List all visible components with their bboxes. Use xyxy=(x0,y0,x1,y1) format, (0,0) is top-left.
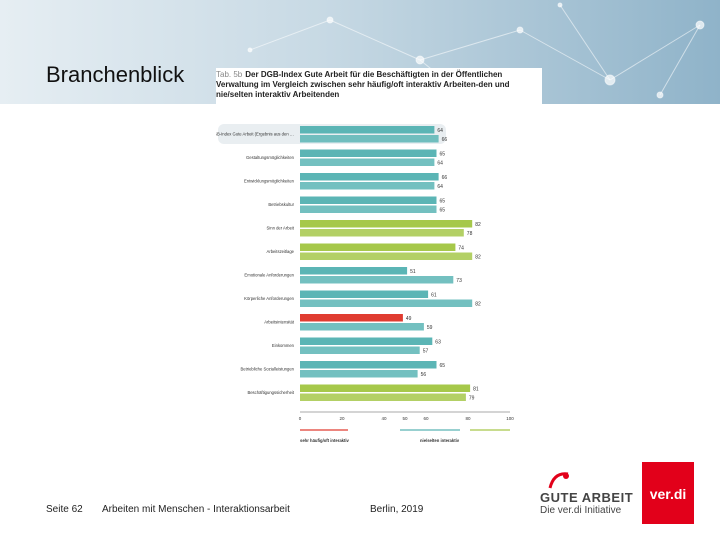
bar xyxy=(300,393,466,401)
x-tick-label: 50 xyxy=(402,416,408,421)
bar xyxy=(300,173,439,181)
category-label: Entwicklungsmöglichkeiten xyxy=(244,179,295,184)
x-tick-label: 60 xyxy=(423,416,429,421)
bar xyxy=(300,267,408,275)
x-tick-label: 100 xyxy=(506,416,514,421)
data-label: 61 xyxy=(431,293,437,299)
data-label: 51 xyxy=(410,269,416,275)
chart-title: Der DGB-Index Gute Arbeit für die Beschä… xyxy=(216,70,510,99)
data-label: 78 xyxy=(467,231,473,237)
data-label: 49 xyxy=(406,316,412,322)
bar xyxy=(300,346,420,354)
footer-topic: Arbeiten mit Menschen - Interaktionsarbe… xyxy=(102,504,290,515)
bar xyxy=(300,361,437,369)
bar xyxy=(300,384,471,392)
x-tick-label: 20 xyxy=(339,416,345,421)
category-label: Betriebskultur xyxy=(268,202,294,207)
category-label: Körperliche Anforderungen xyxy=(244,296,294,301)
data-label: 65 xyxy=(440,152,446,158)
bar xyxy=(300,220,473,228)
footer-page: Seite 62 xyxy=(46,504,83,515)
bar xyxy=(300,370,418,378)
data-label: 64 xyxy=(437,161,443,167)
bar xyxy=(300,158,435,166)
bar xyxy=(300,314,403,322)
data-label: 82 xyxy=(475,302,481,308)
bar xyxy=(300,299,473,307)
category-label: Sinn der Arbeit xyxy=(267,226,295,231)
data-label: 81 xyxy=(473,387,479,393)
data-label: 57 xyxy=(423,349,429,355)
bar xyxy=(300,252,473,260)
bar xyxy=(300,205,437,213)
data-label: 73 xyxy=(456,278,462,284)
data-label: 65 xyxy=(440,199,446,205)
bar xyxy=(300,290,429,298)
network-decoration xyxy=(247,2,705,104)
legend-label: nie/selten interaktiv xyxy=(420,438,460,443)
category-label: Beschäftigungssicherheit xyxy=(247,390,294,395)
bar xyxy=(300,135,439,143)
verdi-logo-text: ver.di xyxy=(649,486,687,502)
category-label: Gestaltungsmöglichkeiten xyxy=(246,155,295,160)
bar xyxy=(300,182,435,190)
data-label: 63 xyxy=(435,340,441,346)
verdi-logo: ver.di xyxy=(642,462,694,524)
data-label: 65 xyxy=(440,363,446,369)
bar xyxy=(300,149,437,157)
bar-chart: DGB-Index Gute Arbeit (Ergebnis aus den … xyxy=(216,124,514,443)
bar xyxy=(300,243,456,251)
data-label: 64 xyxy=(437,128,443,134)
data-label: 66 xyxy=(442,175,448,181)
chart-title-prefix: Tab. 5b xyxy=(216,70,243,79)
x-tick-label: 40 xyxy=(381,416,387,421)
x-tick-label: 0 xyxy=(299,416,302,421)
data-label: 65 xyxy=(440,208,446,214)
gute-arbeit-text: GUTE ARBEIT xyxy=(540,490,634,505)
legend-label: sehr häufig/oft interaktiv xyxy=(300,438,350,443)
x-tick-label: 80 xyxy=(465,416,471,421)
category-label: Arbeitsintensität xyxy=(264,320,295,325)
gute-arbeit-mark-icon xyxy=(548,472,569,489)
data-label: 56 xyxy=(421,372,427,378)
data-label: 82 xyxy=(475,255,481,261)
data-label: 59 xyxy=(427,325,433,331)
data-label: 74 xyxy=(458,246,464,252)
category-label: Arbeitszeitlage xyxy=(267,249,295,254)
data-label: 64 xyxy=(437,184,443,190)
category-label: Einkommen xyxy=(272,343,295,348)
bar xyxy=(300,229,464,237)
data-label: 79 xyxy=(469,396,475,402)
bar xyxy=(300,276,454,284)
category-label: DGB-Index Gute Arbeit (Ergebnis aus den … xyxy=(216,132,294,137)
chart-header: Tab. 5b Der DGB-Index Gute Arbeit für die… xyxy=(216,68,542,104)
category-label: Emotionale Anforderungen xyxy=(244,273,294,278)
bar xyxy=(300,126,435,134)
footer-place-date: Berlin, 2019 xyxy=(370,504,424,515)
chart-title-block: Tab. 5b Der DGB-Index Gute Arbeit für die… xyxy=(216,70,542,100)
slide-title: Branchenblick xyxy=(46,62,185,87)
bar xyxy=(300,196,437,204)
bar xyxy=(300,323,424,331)
bar xyxy=(300,337,433,345)
data-label: 66 xyxy=(442,137,448,143)
data-label: 82 xyxy=(475,222,481,228)
gute-arbeit-subtext: Die ver.di Initiative xyxy=(540,505,622,516)
category-label: Betriebliche Sozialleistungen xyxy=(240,367,294,372)
gute-arbeit-logo: GUTE ARBEIT Die ver.di Initiative xyxy=(540,470,640,520)
